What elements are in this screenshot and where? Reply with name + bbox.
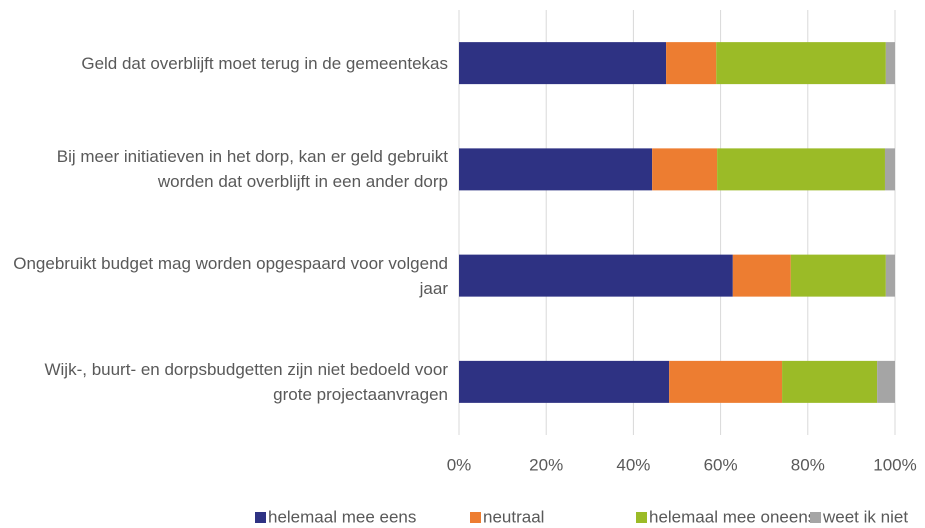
- category-label: Bij meer initiatieven in het dorp, kan e…: [56, 147, 448, 192]
- x-tick-label: 80%: [791, 455, 825, 474]
- legend-swatch: [255, 512, 266, 523]
- category-label: Ongebruikt budget mag worden opgespaard …: [13, 253, 448, 298]
- bar-segment: [732, 254, 791, 297]
- x-tick-label: 40%: [616, 455, 650, 474]
- bar-segment: [885, 42, 895, 85]
- x-tick-label: 0%: [447, 455, 472, 474]
- x-tick-label: 60%: [704, 455, 738, 474]
- x-tick-label: 100%: [873, 455, 916, 474]
- legend-label: helemaal mee oneens: [649, 507, 816, 526]
- bar-segment: [884, 148, 895, 191]
- legend-swatch: [636, 512, 647, 523]
- bar-segment: [885, 254, 895, 297]
- bar-segment: [666, 42, 717, 85]
- bar-segment: [459, 254, 733, 297]
- bar-segment: [459, 360, 670, 403]
- legend-swatch: [470, 512, 481, 523]
- bar-segment: [877, 360, 895, 403]
- category-label: Geld dat overblijft moet terug in de gem…: [81, 53, 448, 73]
- bar-segment: [669, 360, 783, 403]
- legend-label: neutraal: [483, 507, 544, 526]
- bar-segment: [459, 148, 653, 191]
- bar-segment: [459, 42, 667, 85]
- bar-segment: [782, 360, 878, 403]
- bar-segment: [790, 254, 886, 297]
- bar-segment: [717, 148, 885, 191]
- bar-segment: [652, 148, 718, 191]
- category-label: Wijk-, buurt- en dorpsbudgetten zijn nie…: [44, 359, 448, 404]
- bar-segment: [716, 42, 886, 85]
- legend-label: helemaal mee eens: [268, 507, 416, 526]
- legend-label: weet ik niet: [822, 507, 908, 526]
- x-tick-label: 20%: [529, 455, 563, 474]
- legend-swatch: [810, 512, 821, 523]
